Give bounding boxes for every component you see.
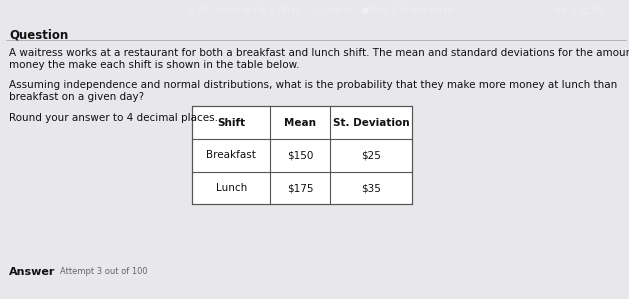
Text: Attempt 3 out of 100: Attempt 3 out of 100	[60, 267, 147, 276]
Text: Breakfast: Breakfast	[206, 150, 256, 160]
Text: breakfast on a given day?: breakfast on a given day?	[9, 92, 145, 102]
Text: Mean: Mean	[284, 118, 316, 128]
Text: Shift: Shift	[217, 118, 245, 128]
Text: St. Deviation: St. Deviation	[333, 118, 409, 128]
Text: Answer: Answer	[9, 267, 56, 277]
Text: $35: $35	[361, 183, 381, 193]
Text: $150: $150	[287, 150, 313, 160]
Text: $25: $25	[361, 150, 381, 160]
Text: money the make each shift is shown in the table below.: money the make each shift is shown in th…	[9, 60, 300, 70]
Text: A waitress works at a restaurant for both a breakfast and lunch shift. The mean : A waitress works at a restaurant for bot…	[9, 48, 629, 58]
Text: $175: $175	[287, 183, 314, 193]
Text: G All   Learn to Fly 3 - Play...   ☉ Sign In   ■ Run 3 - Flash Versio...: G All Learn to Fly 3 - Play... ☉ Sign In…	[189, 6, 462, 15]
Text: Question: Question	[9, 28, 69, 42]
Text: Assuming independence and normal distributions, what is the probability that the: Assuming independence and normal distrib…	[9, 80, 618, 90]
Bar	[192, 106, 412, 205]
Text: Round your answer to 4 decimal places.: Round your answer to 4 decimal places.	[9, 113, 218, 123]
Text: >>  |  □ All: >> | □ All	[554, 6, 602, 15]
Text: Lunch: Lunch	[216, 183, 247, 193]
